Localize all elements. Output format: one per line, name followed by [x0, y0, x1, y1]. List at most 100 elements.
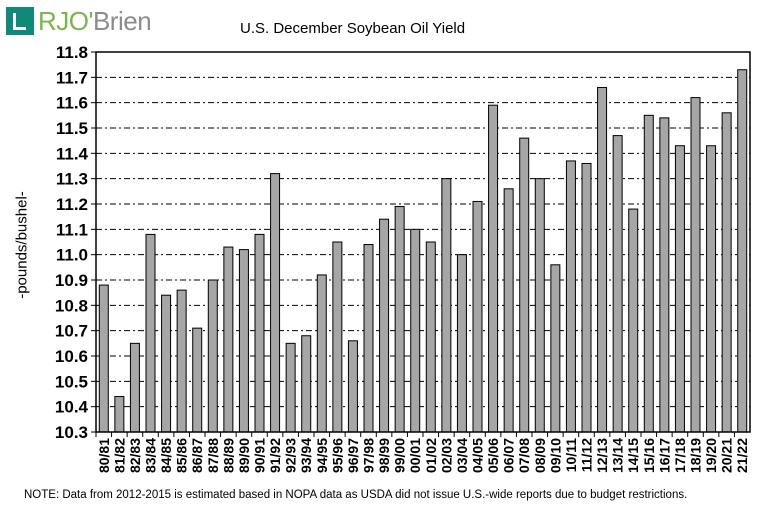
bar	[176, 289, 187, 433]
y-tick-label: 11.5	[56, 119, 88, 138]
bar	[721, 112, 732, 433]
x-tick-label: 14/15	[625, 438, 641, 473]
x-tick-label: 89/90	[236, 438, 252, 473]
bar	[456, 254, 467, 433]
x-tick-label: 81/82	[111, 438, 127, 473]
y-tick-label: 10.4	[55, 398, 89, 417]
bar	[425, 241, 436, 433]
bar	[488, 104, 499, 433]
x-tick-label: 90/91	[252, 438, 268, 473]
y-tick-label: 11.3	[56, 170, 88, 189]
x-tick-label: 96/97	[345, 438, 361, 473]
bar	[223, 246, 234, 433]
x-tick-label: 95/96	[329, 438, 345, 473]
x-tick-label: 19/20	[703, 438, 719, 473]
bar	[612, 135, 623, 433]
bar	[145, 233, 156, 433]
x-tick-label: 17/18	[672, 438, 688, 473]
y-tick-label: 11.6	[56, 94, 88, 113]
bar	[363, 244, 374, 433]
bar	[129, 342, 140, 433]
bar	[238, 249, 249, 433]
x-tick-label: 86/87	[189, 438, 205, 473]
x-tick-label: 97/98	[361, 438, 377, 473]
bar	[659, 117, 670, 433]
x-tick-label: 99/00	[392, 438, 408, 473]
y-tick-label: 11.2	[56, 195, 88, 214]
y-tick-label: 11.7	[56, 68, 88, 87]
logo-text-part2: Brien	[92, 5, 152, 36]
chart-title: U.S. December Soybean Oil Yield	[240, 20, 466, 37]
bar	[690, 97, 701, 433]
bar	[192, 327, 203, 433]
x-tick-label: 07/08	[516, 438, 532, 473]
x-tick-label: 98/99	[376, 438, 392, 473]
bar	[379, 218, 390, 433]
x-tick-label: 12/13	[594, 438, 610, 473]
logo-text: RJO'Brien	[38, 5, 152, 37]
bar	[285, 342, 296, 433]
x-tick-label: 21/22	[734, 438, 750, 473]
bar	[301, 335, 312, 433]
bar	[332, 241, 343, 433]
x-tick-label: 09/10	[547, 438, 563, 473]
bar	[565, 160, 576, 433]
bar	[503, 188, 514, 433]
bar	[519, 137, 530, 433]
x-tick-label: 20/21	[719, 438, 735, 473]
y-tick-label: 10.8	[55, 296, 88, 315]
y-tick-label: 10.3	[55, 423, 88, 442]
x-tick-label: 10/11	[563, 438, 579, 472]
rjobrien-logo: RJO'Brien	[6, 4, 152, 38]
y-tick-label: 10.5	[55, 372, 88, 391]
logo-text-part1: RJO'	[38, 5, 93, 36]
bar	[643, 114, 654, 433]
bar	[534, 178, 545, 433]
y-tick-label: 10.9	[55, 271, 88, 290]
bar	[706, 145, 717, 433]
bar	[207, 279, 218, 433]
bar	[628, 208, 639, 433]
x-tick-label: 85/86	[174, 438, 190, 473]
x-tick-label: 80/81	[96, 438, 112, 473]
bar	[674, 145, 685, 433]
x-tick-label: 00/01	[407, 438, 423, 473]
x-tick-label: 91/92	[267, 438, 283, 473]
x-tick-label: 05/06	[485, 438, 501, 473]
x-tick-label: 92/93	[283, 438, 299, 473]
y-tick-label: 10.6	[55, 347, 88, 366]
x-tick-label: 88/89	[220, 438, 236, 473]
bar	[270, 173, 281, 433]
bar	[550, 264, 561, 433]
bar	[472, 200, 483, 433]
x-tick-label: 06/07	[501, 438, 517, 473]
x-tick-label: 87/88	[205, 438, 221, 473]
bar	[597, 86, 608, 433]
x-tick-label: 16/17	[656, 438, 672, 473]
bar	[254, 233, 265, 433]
x-tick-label: 83/84	[143, 438, 159, 473]
x-tick-label: 18/19	[688, 438, 704, 473]
x-tick-label: 13/14	[610, 438, 626, 473]
logo-mark-icon	[6, 7, 34, 35]
y-tick-label: 11.1	[56, 220, 88, 239]
plot-frame	[95, 51, 751, 433]
bar	[114, 396, 125, 433]
bar	[316, 274, 327, 433]
x-tick-label: 15/16	[641, 438, 657, 473]
x-tick-label: 93/94	[298, 438, 314, 473]
y-tick-label: 11.8	[56, 43, 88, 62]
bar	[737, 69, 748, 433]
bar	[161, 294, 172, 433]
bar	[410, 228, 421, 433]
footnote: NOTE: Data from 2012-2015 is estimated b…	[24, 489, 688, 501]
x-tick-label: 82/83	[127, 438, 143, 473]
x-tick-label: 01/02	[423, 438, 439, 473]
y-tick-label: 11.0	[56, 246, 88, 265]
bar	[581, 162, 592, 433]
x-tick-label: 02/03	[438, 438, 454, 473]
bar	[394, 206, 405, 433]
y-tick-label: 10.7	[55, 322, 88, 341]
